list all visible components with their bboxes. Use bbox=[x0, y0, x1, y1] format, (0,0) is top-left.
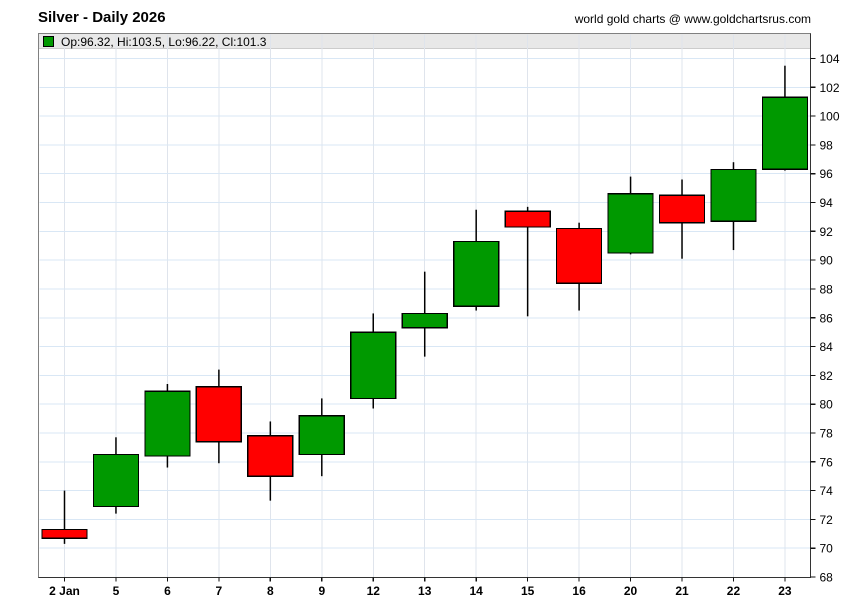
x-tick-label: 7 bbox=[216, 584, 223, 598]
y-tick-label: 88 bbox=[820, 282, 834, 296]
y-tick-label: 80 bbox=[820, 398, 834, 412]
candle-body bbox=[504, 210, 551, 228]
x-tick-label: 12 bbox=[367, 584, 381, 598]
candle-body bbox=[607, 193, 654, 254]
candle-body bbox=[710, 168, 757, 222]
candle-21 bbox=[658, 179, 706, 259]
x-tick-label: 22 bbox=[727, 584, 741, 598]
y-tick-label: 90 bbox=[820, 254, 834, 268]
candle-body bbox=[555, 227, 603, 284]
x-tick-label: 20 bbox=[624, 584, 638, 598]
y-tick-label: 98 bbox=[820, 138, 834, 152]
legend-ohlc-text: Op:96.32, Hi:103.5, Lo:96.22, Cl:101.3 bbox=[61, 34, 267, 49]
y-tick-label: 78 bbox=[820, 426, 834, 440]
x-tick-label: 8 bbox=[267, 584, 274, 598]
source-credit: world gold charts @ www.goldchartsrus.co… bbox=[574, 12, 811, 26]
candle-13 bbox=[401, 271, 448, 357]
x-tick-label: 5 bbox=[113, 584, 120, 598]
candle-body bbox=[658, 194, 706, 224]
y-tick-label: 94 bbox=[820, 196, 834, 210]
candle-8 bbox=[247, 421, 294, 501]
y-tick-label: 100 bbox=[820, 110, 840, 124]
y-tick-label: 104 bbox=[820, 52, 840, 66]
y-tick-label: 82 bbox=[820, 369, 834, 383]
y-tick-label: 74 bbox=[820, 484, 834, 498]
candle-body bbox=[350, 331, 397, 400]
y-tick-label: 96 bbox=[820, 167, 834, 181]
y-tick-label: 70 bbox=[820, 542, 834, 556]
candle-16 bbox=[555, 222, 603, 311]
candle-5 bbox=[92, 437, 140, 514]
candle-23 bbox=[761, 65, 809, 171]
candle-body bbox=[41, 528, 88, 539]
candle-9 bbox=[298, 398, 345, 477]
y-tick-label: 68 bbox=[820, 571, 834, 585]
candle-12 bbox=[350, 313, 397, 409]
candle-20 bbox=[607, 176, 654, 255]
y-tick-label: 76 bbox=[820, 455, 834, 469]
y-tick-label: 86 bbox=[820, 311, 834, 325]
candle-14 bbox=[453, 209, 500, 311]
candle-body bbox=[761, 96, 809, 170]
candle-body bbox=[144, 390, 191, 457]
x-tick-label: 14 bbox=[470, 584, 484, 598]
y-tick-label: 102 bbox=[820, 81, 840, 95]
x-tick-label: 9 bbox=[318, 584, 325, 598]
x-tick-label: 15 bbox=[521, 584, 535, 598]
candle-2-jan bbox=[41, 490, 88, 544]
y-tick-label: 92 bbox=[820, 225, 834, 239]
legend-up-candle-swatch-icon bbox=[43, 36, 54, 47]
candle-body bbox=[401, 312, 448, 329]
candle-15 bbox=[504, 206, 551, 317]
x-tick-label: 21 bbox=[675, 584, 689, 598]
candle-body bbox=[453, 240, 500, 307]
candle-body bbox=[195, 386, 243, 443]
ohlc-legend: Op:96.32, Hi:103.5, Lo:96.22, Cl:101.3 bbox=[43, 34, 266, 49]
candle-body bbox=[92, 453, 140, 508]
x-tick-label: 6 bbox=[164, 584, 171, 598]
candle-7 bbox=[195, 369, 243, 464]
candle-body bbox=[298, 415, 345, 456]
candle-22 bbox=[710, 162, 757, 251]
x-tick-label: 13 bbox=[418, 584, 432, 598]
candle-6 bbox=[144, 384, 191, 468]
x-tick-label: 23 bbox=[778, 584, 792, 598]
x-tick-label: 2 Jan bbox=[49, 584, 80, 598]
y-tick-label: 84 bbox=[820, 340, 834, 354]
candle-body bbox=[247, 435, 294, 477]
y-tick-label: 72 bbox=[820, 513, 834, 527]
chart-title: Silver - Daily 2026 bbox=[38, 9, 166, 26]
x-tick-label: 16 bbox=[572, 584, 586, 598]
